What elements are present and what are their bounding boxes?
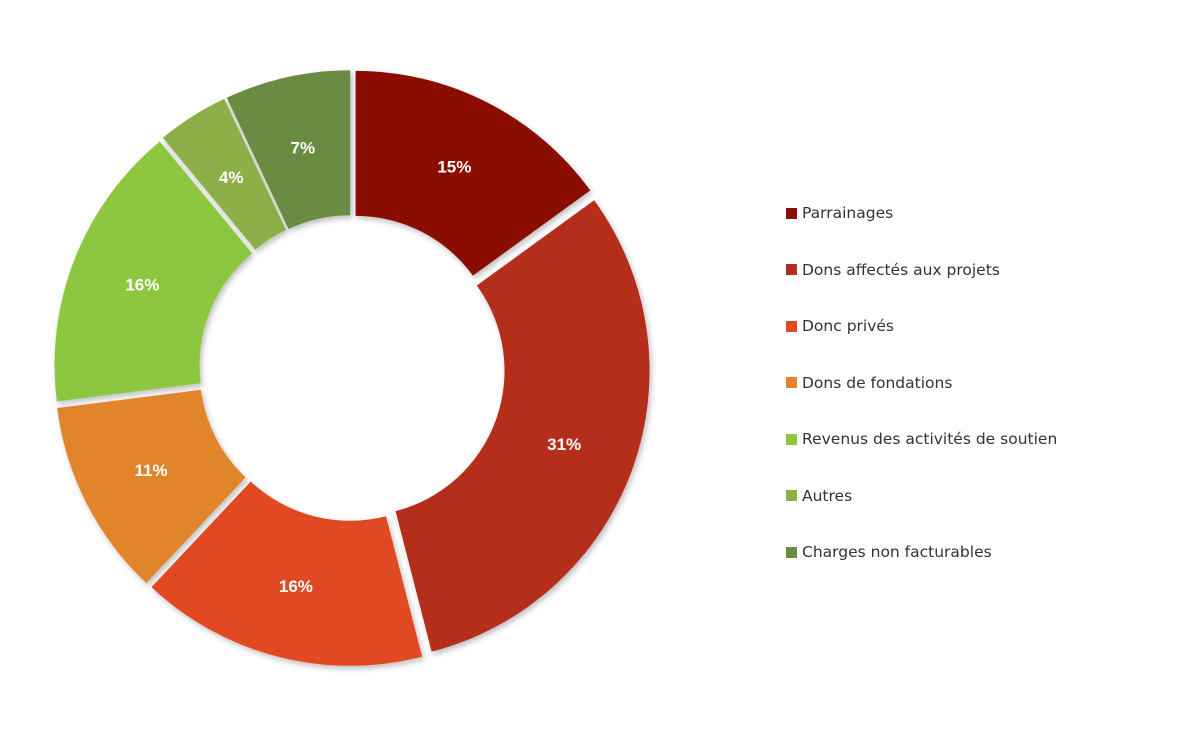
donut-slice — [162, 98, 286, 250]
legend-swatch — [786, 433, 797, 445]
legend-swatch — [786, 207, 797, 219]
data-labels-layer: 15% 31% 16% 11% 16% 4% 7% — [125, 138, 581, 595]
legend-label: Parrainages — [802, 204, 894, 222]
legend-item: Autres — [786, 483, 1057, 509]
donut-slice — [57, 389, 246, 584]
slice-value-label: 7% — [291, 138, 316, 157]
legend-swatch — [786, 377, 797, 388]
slices-layer — [54, 70, 650, 666]
donut-slice — [54, 141, 253, 402]
legend-item: Dons de fondations — [786, 370, 1057, 396]
legend-label: Dons affectés aux projets — [802, 260, 1000, 279]
legend-swatch — [786, 320, 797, 332]
legend-swatch — [786, 546, 797, 558]
legend-item: Revenus des activités de soutien — [786, 426, 1057, 452]
slice-value-label: 11% — [135, 461, 168, 480]
donut-slice — [395, 200, 650, 652]
legend-label: Revenus des activités de soutien — [802, 430, 1058, 448]
legend-label: Autres — [802, 486, 853, 505]
legend-swatch — [786, 490, 797, 501]
legend-label: Dons de fondations — [802, 373, 953, 392]
slice-value-label: 31% — [547, 435, 581, 454]
slice-value-label: 4% — [219, 168, 244, 187]
legend-item: Parrainages — [786, 200, 1057, 226]
legend-item: Dons affectés aux projets — [786, 257, 1057, 283]
slice-value-label: 15% — [437, 158, 471, 177]
slice-value-label: 16% — [125, 275, 159, 294]
slice-value-label: 16% — [279, 577, 313, 596]
chart-legend: Parrainages Dons affectés aux projets Donc… — [786, 200, 1057, 596]
legend-label: Donc privés — [802, 317, 894, 335]
legend-item: Donc privés — [786, 313, 1057, 339]
legend-label: Charges non facturables — [802, 543, 992, 561]
donut-slice — [355, 70, 591, 276]
donut-slice — [151, 481, 423, 666]
donut-slice — [226, 70, 351, 229]
legend-swatch — [786, 264, 797, 275]
legend-item: Charges non facturables — [786, 539, 1057, 565]
